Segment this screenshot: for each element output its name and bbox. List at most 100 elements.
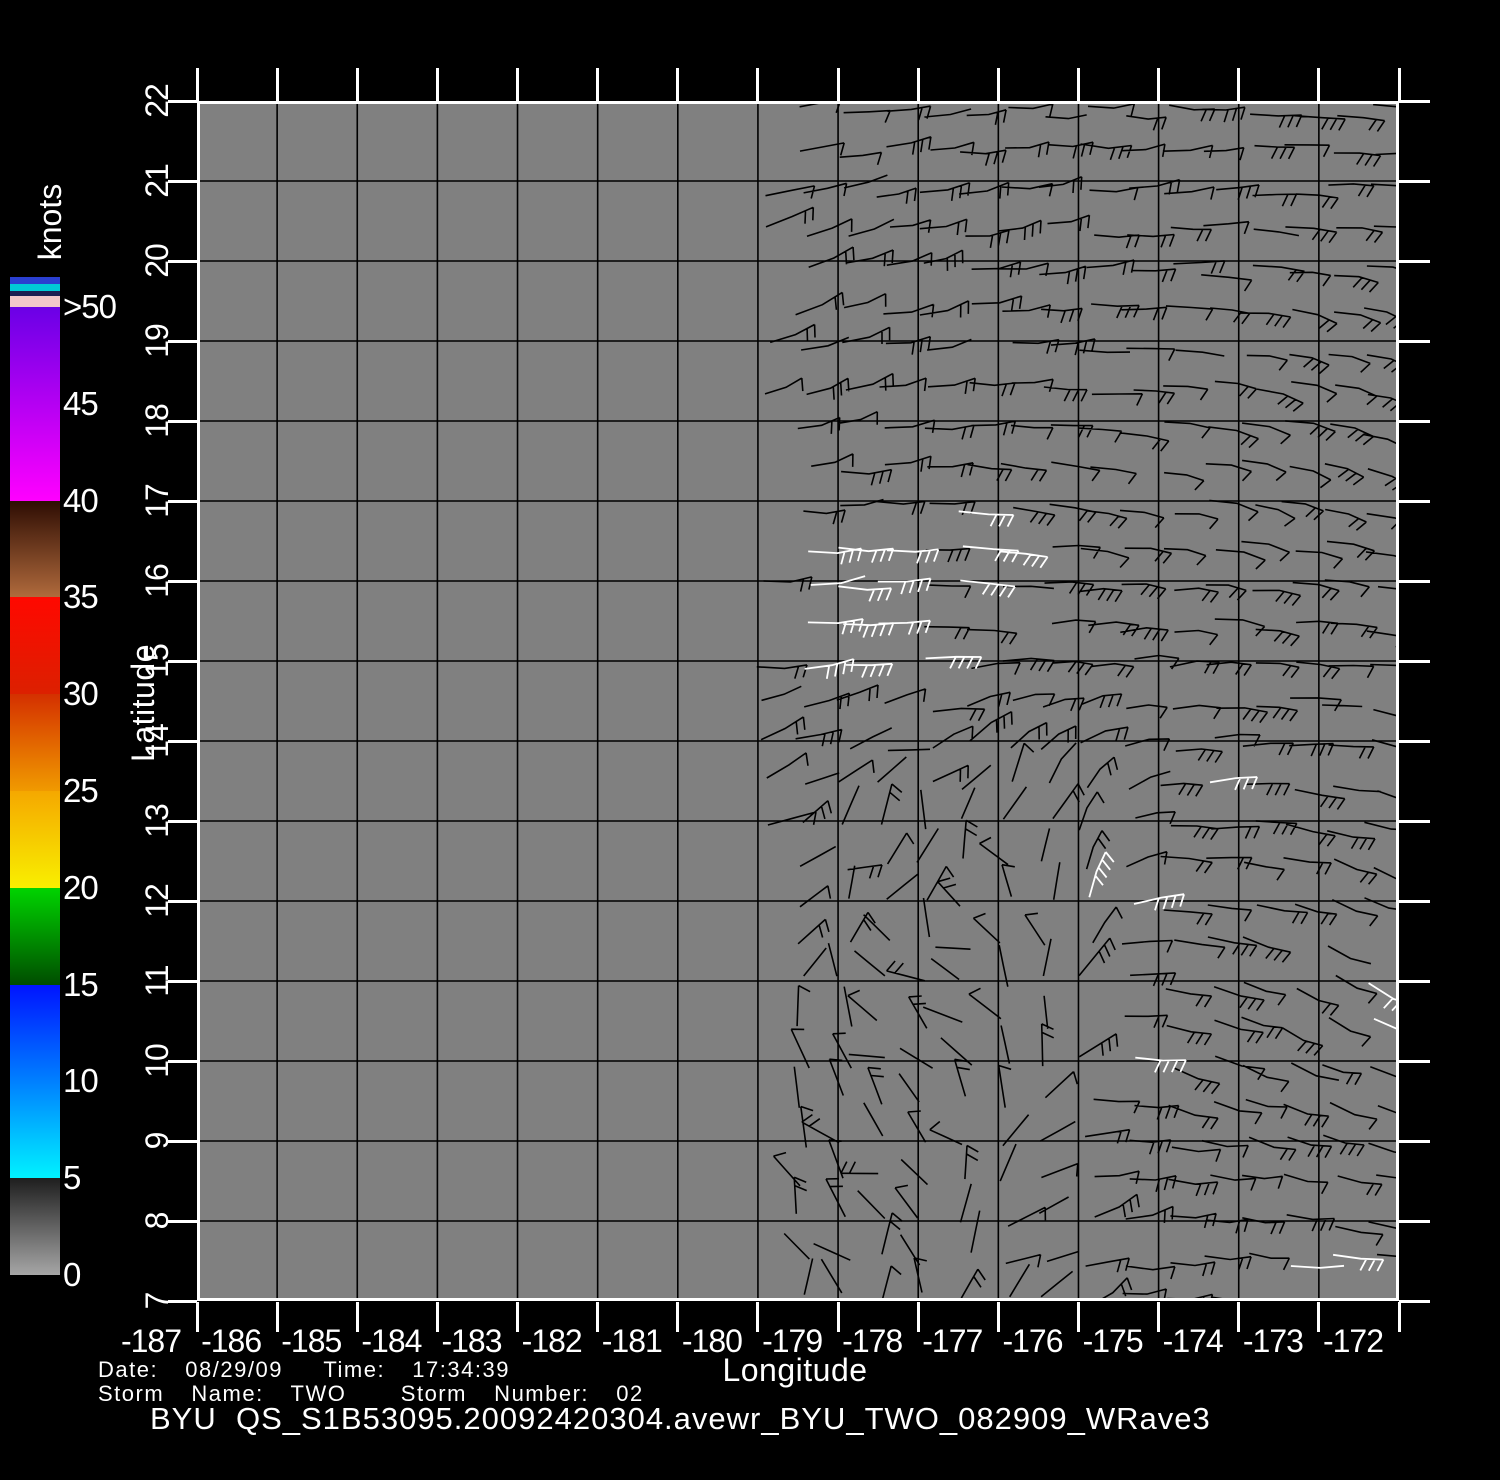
- colorbar-segment: [10, 307, 60, 501]
- colorbar-segment: [10, 597, 60, 694]
- colorbar-segment: [10, 985, 60, 1178]
- axis-tick-bottom: [1157, 1302, 1161, 1332]
- y-tick-label: 17: [138, 484, 175, 518]
- axis-tick-right: [1399, 739, 1430, 743]
- axis-tick-top: [516, 68, 519, 101]
- colorbar-tick-label: 20: [63, 868, 99, 906]
- wind-barbs-black: [756, 103, 1397, 1299]
- axis-tick-top: [275, 68, 279, 101]
- axis-tick-right: [1399, 419, 1430, 423]
- x-tick-label: -176: [1002, 1323, 1063, 1359]
- axis-tick-top: [435, 68, 439, 101]
- axis-tick-bottom: [996, 1302, 1000, 1332]
- axis-tick-left: [168, 259, 197, 263]
- colorbar-tick-label: 30: [63, 675, 99, 713]
- colorbar-tick-label: 35: [63, 578, 99, 616]
- axis-tick-bottom: [596, 1302, 600, 1332]
- axis-tick-bottom: [1237, 1302, 1241, 1332]
- plot-area: [197, 101, 1399, 1301]
- axis-tick-right: [1399, 499, 1430, 503]
- x-tick-label: -185: [281, 1323, 342, 1359]
- x-tick-label: -172: [1322, 1323, 1384, 1359]
- colorbar-tick-label: 5: [63, 1159, 81, 1197]
- axis-tick-right: [1399, 1059, 1430, 1063]
- y-tick-label: 10: [138, 1044, 175, 1078]
- axis-tick-left: [168, 99, 197, 103]
- axis-tick-right: [1399, 1139, 1430, 1143]
- axis-tick-top: [916, 68, 920, 101]
- x-tick-label: -179: [762, 1323, 823, 1359]
- axis-tick-right: [1399, 899, 1430, 903]
- colorbar-tick-label: 25: [63, 772, 99, 809]
- colorbar-tick-label: 0: [63, 1256, 81, 1293]
- axis-tick-right: [1399, 259, 1430, 263]
- y-tick-label: 18: [138, 404, 175, 438]
- axis-tick-right: [1399, 1219, 1430, 1223]
- y-tick-label: 12: [138, 884, 175, 918]
- axis-tick-left: [168, 1139, 197, 1143]
- x-tick-label: -180: [681, 1323, 743, 1359]
- axis-tick-top: [996, 68, 1000, 101]
- colorbar-tick-label: 45: [63, 384, 99, 422]
- axis-tick-right: [1399, 659, 1430, 663]
- axis-tick-left: [168, 579, 197, 583]
- y-tick-label: 21: [138, 164, 175, 198]
- colorbar-tick-label: 40: [63, 481, 99, 519]
- axis-tick-bottom: [195, 1302, 199, 1332]
- axis-tick-left: [168, 1219, 197, 1223]
- y-tick-label: 20: [138, 244, 175, 278]
- axis-tick-bottom: [676, 1302, 680, 1332]
- axis-tick-top: [195, 68, 199, 101]
- x-tick-label: -187: [120, 1323, 182, 1359]
- x-tick-label: -174: [1162, 1323, 1224, 1359]
- axis-tick-top: [676, 68, 680, 101]
- axis-tick-left: [168, 1059, 197, 1063]
- x-tick-label: -177: [922, 1323, 983, 1359]
- y-tick-label: 13: [138, 804, 175, 838]
- colorbar-tick-label: 15: [63, 965, 99, 1003]
- axis-tick-bottom: [1317, 1302, 1321, 1332]
- axis-tick-bottom: [1397, 1302, 1401, 1332]
- y-tick-label: 7: [138, 1292, 175, 1310]
- axis-tick-right: [1399, 579, 1430, 583]
- y-tick-label: 11: [138, 965, 175, 997]
- axis-tick-top: [1397, 68, 1401, 101]
- y-tick-label: 22: [138, 84, 175, 118]
- y-tick-label: 19: [138, 324, 175, 358]
- axis-tick-left: [168, 979, 197, 983]
- axis-tick-top: [1237, 68, 1241, 101]
- x-axis-label: Longitude: [722, 1352, 868, 1388]
- axis-tick-bottom: [1077, 1302, 1080, 1332]
- x-tick-label: -186: [201, 1323, 262, 1359]
- colorbar-segment: [10, 1178, 60, 1275]
- axis-tick-bottom: [435, 1302, 439, 1332]
- x-tick-label: -182: [521, 1323, 583, 1359]
- y-tick-label: 14: [138, 724, 175, 758]
- colorbar-title: knots: [32, 183, 68, 261]
- colorbar-top-strip: [10, 277, 60, 284]
- axis-tick-right: [1399, 1299, 1430, 1303]
- colorbar-segment: [10, 791, 60, 888]
- y-tick-label: 9: [138, 1132, 175, 1150]
- wind-barbs-white: [804, 510, 1397, 1272]
- axis-tick-right: [1399, 339, 1430, 343]
- y-tick-label: 16: [138, 564, 175, 598]
- colorbar-tick-label: 10: [63, 1062, 99, 1100]
- axis-tick-right: [1399, 979, 1430, 983]
- x-tick-label: -173: [1242, 1323, 1304, 1359]
- y-tick-label: 15: [138, 644, 175, 678]
- grid-lines: [197, 101, 1399, 1301]
- axis-tick-left: [168, 739, 197, 743]
- x-tick-label: -183: [441, 1323, 502, 1359]
- axis-tick-left: [168, 899, 197, 903]
- axis-tick-top: [836, 68, 840, 101]
- axis-tick-left: [168, 659, 197, 663]
- plot-background: [197, 101, 1399, 1301]
- axis-tick-right: [1399, 819, 1430, 823]
- colorbar-top-strip: [10, 296, 60, 307]
- colorbar-top-strip: [10, 291, 60, 296]
- axis-tick-top: [1077, 68, 1080, 101]
- axis-tick-left: [168, 1299, 197, 1303]
- axis-tick-bottom: [836, 1302, 840, 1332]
